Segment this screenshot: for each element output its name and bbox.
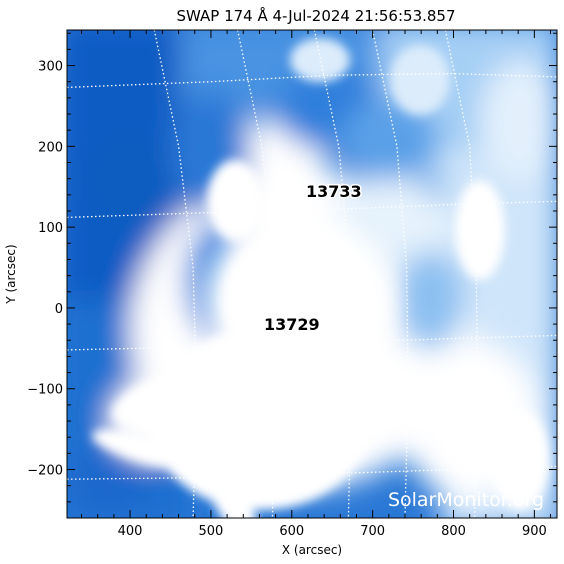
longitude-line [371,30,409,518]
heliographic-grid [67,30,557,518]
y-tick-label: 200 [38,140,63,155]
y-axis-title: Y (arcsec) [4,244,18,304]
x-tick-label: 700 [360,524,385,539]
longitude-line [313,30,353,518]
latitude-line [67,334,557,351]
y-tick-label: 100 [38,221,63,236]
x-axis-title: X (arcsec) [282,543,342,557]
active-region-labels: 13733 13729 [262,180,363,335]
y-tick-label: 0 [55,302,63,317]
y-tick-label: 300 [38,60,63,75]
x-tick-label: 800 [441,524,466,539]
euv-image [67,30,557,518]
plot-frame [66,29,558,519]
x-axis: 400 500 600 700 800 900 [81,30,552,539]
y-tick-label: −200 [27,464,63,479]
x-tick-label: 400 [118,524,143,539]
longitude-line [236,30,277,518]
active-region-label: 13729 [264,315,320,334]
watermark-text: SolarMonitor.org [388,489,544,511]
latitude-line [67,72,557,89]
chart-title: SWAP 174 Å 4-Jul-2024 21:56:53.857 [176,6,455,25]
longitude-line [153,30,198,518]
x-tick-label: 500 [199,524,224,539]
active-region-label: 13733 [306,182,362,201]
latitude-line [67,465,557,480]
longitude-line [444,30,479,518]
y-axis: −200 −100 0 100 200 300 [27,32,557,519]
x-tick-label: 600 [279,524,304,539]
latitude-line [67,200,557,219]
x-tick-label: 900 [522,524,547,539]
title-text: SWAP 174 Å 4-Jul-2024 21:56:53.857 [176,6,455,25]
y-tick-label: −100 [27,383,63,398]
